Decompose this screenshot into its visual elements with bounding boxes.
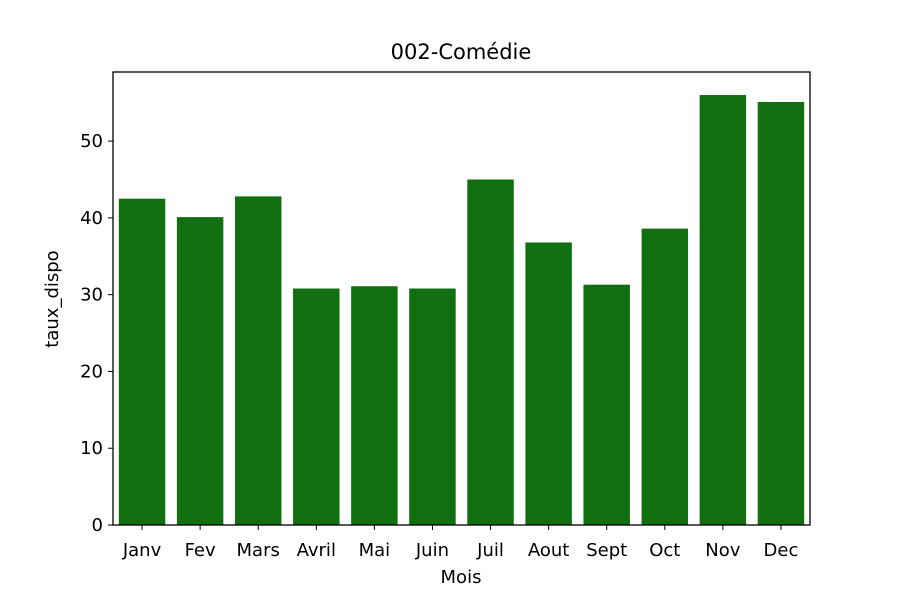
x-tick-label: Mars bbox=[237, 540, 280, 561]
y-tick-label: 30 bbox=[80, 285, 103, 306]
y-axis: 0 10 20 30 40 50 bbox=[80, 131, 113, 536]
bar-aout bbox=[525, 242, 572, 525]
bars-layer bbox=[118, 95, 805, 526]
x-tick-label: Dec bbox=[764, 540, 799, 561]
y-axis-label: taux_dispo bbox=[42, 250, 63, 347]
y-tick-label: 50 bbox=[80, 131, 103, 152]
bar-nov bbox=[699, 95, 747, 525]
bar-dec bbox=[757, 101, 805, 526]
bar-oct bbox=[641, 228, 689, 526]
x-tick-label: Janv bbox=[122, 540, 162, 561]
bar-juin bbox=[409, 288, 456, 525]
bar-mars bbox=[234, 196, 282, 525]
x-tick-label: Oct bbox=[649, 540, 680, 561]
x-tick-label: Juil bbox=[476, 540, 504, 561]
x-tick-label: Fev bbox=[185, 540, 216, 561]
bar-sept bbox=[583, 284, 630, 525]
plot-frame bbox=[112, 71, 811, 526]
x-tick-label: Aout bbox=[528, 540, 569, 561]
y-tick-label: 20 bbox=[80, 361, 103, 382]
chart-title: 002-Comédie bbox=[391, 40, 532, 64]
x-tick-label: Nov bbox=[705, 540, 740, 561]
bar-avril bbox=[293, 288, 340, 525]
x-tick-label: Mai bbox=[359, 540, 391, 561]
y-tick-label: 10 bbox=[80, 438, 103, 459]
y-tick-label: 0 bbox=[92, 515, 103, 536]
bar-mai bbox=[351, 286, 398, 525]
x-tick-label: Juin bbox=[415, 540, 449, 561]
bar-juil bbox=[467, 179, 514, 526]
x-axis-label: Mois bbox=[441, 567, 482, 588]
bar-janv bbox=[118, 198, 166, 525]
y-tick-label: 40 bbox=[80, 208, 103, 229]
x-tick-label: Avril bbox=[297, 540, 336, 561]
bar-fev bbox=[176, 217, 224, 525]
x-axis: Janv Fev Mars Avril Mai Juin Juil Aout Sept Oct No… bbox=[122, 525, 799, 561]
x-tick-label: Sept bbox=[586, 540, 627, 561]
